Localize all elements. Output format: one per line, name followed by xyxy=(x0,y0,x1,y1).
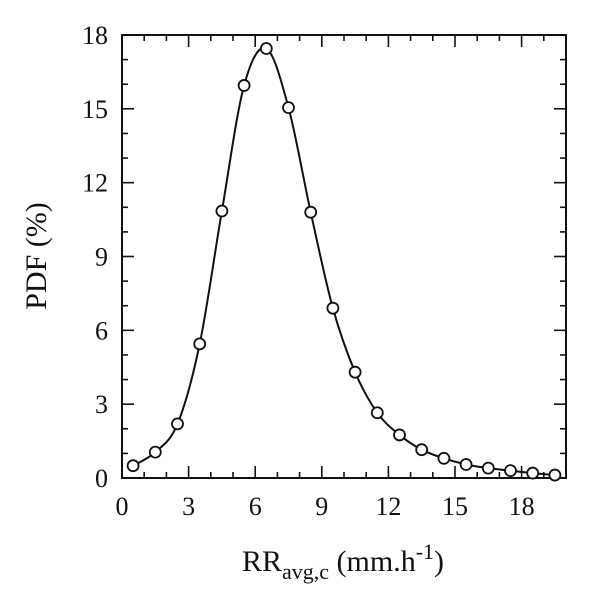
data-point-marker xyxy=(526,466,540,480)
y-tick-label: 12 xyxy=(82,169,108,198)
y-axis-title: PDF (%) xyxy=(20,202,53,310)
series-markers xyxy=(126,42,562,482)
data-point-marker xyxy=(215,204,229,218)
data-point-marker xyxy=(437,451,451,465)
x-axis-title-main: RR xyxy=(242,545,282,578)
y-tick-label: 3 xyxy=(95,390,108,419)
data-point-marker xyxy=(282,101,295,115)
data-point-marker xyxy=(370,406,384,420)
plot-border xyxy=(121,34,567,479)
y-tick-label: 0 xyxy=(95,464,108,493)
axis-ticks xyxy=(121,34,567,479)
x-axis-title-unit: (mm.h xyxy=(329,545,416,578)
data-point-marker xyxy=(481,461,495,475)
data-point-marker xyxy=(504,464,517,478)
series-line xyxy=(132,46,555,477)
data-point-marker xyxy=(304,205,318,219)
data-point-marker xyxy=(193,337,207,351)
data-point-marker xyxy=(148,445,162,459)
data-point-marker xyxy=(126,459,140,473)
data-point-marker xyxy=(348,365,362,379)
y-tick-label: 18 xyxy=(82,21,108,50)
plot-frame xyxy=(121,34,567,479)
data-point-marker xyxy=(237,79,251,92)
x-tick-label: 0 xyxy=(116,492,129,521)
x-tick-label: 9 xyxy=(315,492,328,521)
y-tick-label: 15 xyxy=(82,95,108,124)
x-tick-label: 18 xyxy=(509,492,535,521)
x-tick-label: 6 xyxy=(249,492,262,521)
data-point-marker xyxy=(393,428,406,442)
data-point-marker xyxy=(171,417,184,431)
x-axis-title-unit-end: ) xyxy=(434,545,444,578)
y-tick-label: 9 xyxy=(95,243,108,272)
data-point-marker xyxy=(415,443,429,457)
x-axis-title-subscript: avg,c xyxy=(282,559,329,584)
tick-labels: 0 3 6 9 12 15 18 0 3 6 9 12 15 18 xyxy=(82,21,535,521)
x-axis-title-unit-superscript: -1 xyxy=(416,539,434,564)
x-tick-label: 3 xyxy=(182,492,195,521)
x-axis-title: RRavg,c (mm.h-1) xyxy=(242,539,444,584)
y-tick-label: 6 xyxy=(95,316,108,345)
data-point-marker xyxy=(259,42,273,55)
data-point-marker xyxy=(548,468,562,482)
x-tick-label: 12 xyxy=(375,492,401,521)
data-point-marker xyxy=(326,301,340,315)
data-point-marker xyxy=(459,458,473,471)
x-tick-label: 15 xyxy=(442,492,468,521)
